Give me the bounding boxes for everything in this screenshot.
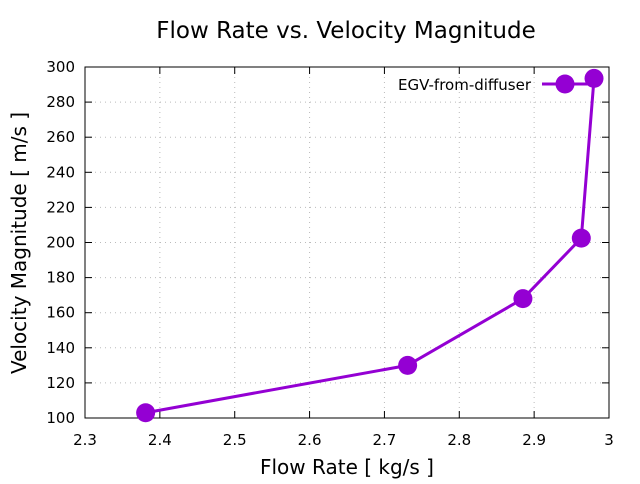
y-tick-label: 160 bbox=[46, 304, 75, 322]
data-point bbox=[398, 355, 418, 375]
y-tick-label: 300 bbox=[46, 58, 75, 76]
x-tick-label: 2.8 bbox=[447, 431, 471, 449]
x-tick-label: 2.6 bbox=[298, 431, 322, 449]
y-tick-label: 220 bbox=[46, 198, 75, 216]
y-tick-label: 200 bbox=[46, 234, 75, 252]
legend-marker bbox=[555, 74, 575, 94]
y-tick-label: 120 bbox=[46, 374, 75, 392]
y-axis-label: Velocity Magnitude [ m/s ] bbox=[7, 112, 31, 374]
data-point bbox=[571, 228, 591, 248]
y-tick-label: 180 bbox=[46, 269, 75, 287]
x-tick-label: 2.5 bbox=[223, 431, 247, 449]
series-line bbox=[145, 78, 596, 415]
chart-title: Flow Rate vs. Velocity Magnitude bbox=[156, 18, 535, 44]
legend: EGV-from-diffuser bbox=[398, 74, 596, 94]
x-axis-label: Flow Rate [ kg/s ] bbox=[260, 455, 434, 479]
x-tick-label: 2.9 bbox=[522, 431, 546, 449]
y-tick-label: 240 bbox=[46, 163, 75, 181]
y-tick-label: 260 bbox=[46, 128, 75, 146]
y-tick-label: 280 bbox=[46, 93, 75, 111]
x-tick-label: 2.3 bbox=[73, 431, 97, 449]
series-group bbox=[136, 68, 604, 423]
data-point bbox=[136, 403, 156, 423]
x-tick-label: 2.7 bbox=[372, 431, 396, 449]
x-tick-labels: 2.3 2.4 2.5 2.6 2.7 2.8 2.9 3 bbox=[73, 431, 614, 449]
x-tick-label: 2.4 bbox=[148, 431, 172, 449]
y-tick-label: 140 bbox=[46, 339, 75, 357]
grid bbox=[85, 67, 609, 418]
x-tick-label: 3 bbox=[604, 431, 614, 449]
y-tick-labels: 100 120 140 160 180 200 220 240 260 280 300 bbox=[46, 58, 75, 427]
data-point bbox=[513, 289, 533, 309]
axis-ticks bbox=[84, 66, 610, 419]
y-tick-label: 100 bbox=[46, 409, 75, 427]
legend-label: EGV-from-diffuser bbox=[398, 76, 532, 94]
